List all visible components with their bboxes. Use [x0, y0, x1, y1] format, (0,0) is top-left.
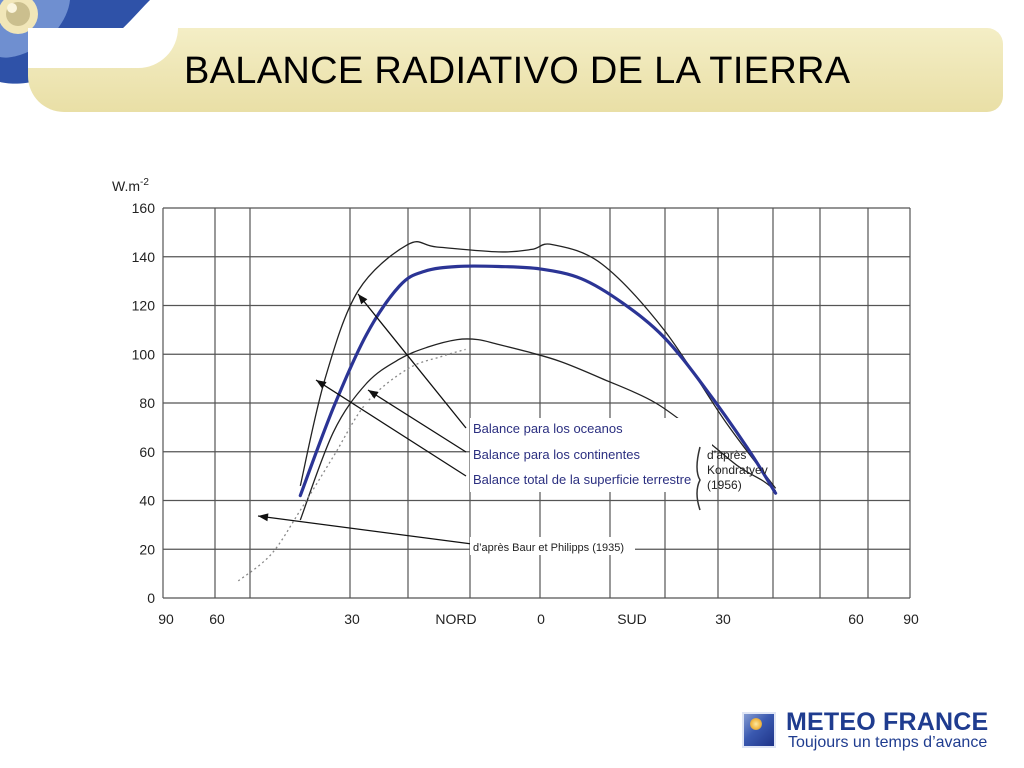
y-axis-unit-label: W.m-2 [112, 177, 149, 194]
legend-label: Balance para los oceanos [473, 421, 623, 436]
y-tick-label: 120 [132, 298, 156, 314]
annotation-text-line: (1956) [707, 478, 742, 492]
y-tick-label: 60 [139, 444, 155, 460]
legend-arrow-line [357, 293, 467, 429]
y-tick-label: 40 [139, 493, 155, 509]
brand-tagline: Toujours un temps d’avance [788, 734, 988, 751]
y-tick-label: 100 [132, 346, 156, 362]
title-banner [28, 28, 1003, 112]
y-tick-label: 20 [139, 541, 155, 557]
annotation-text-line: Kondratyev [707, 463, 768, 477]
x-tick-label: 90 [158, 611, 174, 627]
legend-arrows [257, 293, 473, 545]
legend-arrow-head [316, 380, 327, 389]
x-tick-label: 60 [209, 611, 225, 627]
annotation-text-line: d’après [707, 448, 746, 462]
legend-label: Balance total de la superficie terrestre [473, 472, 691, 487]
legend-arrow-line [257, 515, 473, 545]
chart-legend: Balance para los oceanos Balance para los… [470, 418, 712, 555]
slide-title: BALANCE RADIATIVO DE LA TIERRA [184, 50, 851, 92]
series-baur-philipps-line [237, 348, 466, 582]
series-total-line [298, 264, 778, 498]
chart-grid [162, 207, 911, 599]
y-tick-label: 160 [132, 200, 156, 216]
x-tick-label: 30 [715, 611, 731, 627]
legend-arrow-line [367, 389, 467, 453]
x-tick-label: 30 [344, 611, 360, 627]
x-tick-label: SUD [617, 611, 647, 627]
y-tick-label: 80 [139, 395, 155, 411]
legend-label: Balance para los continentes [473, 447, 640, 462]
x-tick-label: NORD [435, 611, 476, 627]
legend-arrow-head [258, 513, 269, 522]
x-tick-label: 90 [903, 611, 919, 627]
x-tick-label: 60 [848, 611, 864, 627]
annotation-brace [696, 446, 701, 511]
baur-label-background [470, 537, 635, 555]
legend-arrow-head [368, 390, 379, 399]
x-tick-labels: 90 60 30 NORD 0 SUD 30 60 90 [158, 611, 919, 627]
chart-series [237, 241, 778, 582]
meteo-france-brand: METEO FRANCE Toujours un temps d’avance [740, 708, 1010, 756]
legend-arrow-head [358, 294, 368, 305]
y-tick-labels: 160 140 120 100 80 60 40 20 0 [132, 200, 156, 606]
x-tick-label: 0 [537, 611, 545, 627]
legend-background [470, 418, 712, 492]
brand-name: METEO FRANCE [786, 708, 989, 736]
meteo-france-logo-icon [742, 712, 776, 748]
legend-arrow-line [315, 379, 467, 477]
y-unit-exponent: -2 [140, 177, 149, 188]
series-continents-line [299, 338, 777, 521]
baur-philipps-label: d’après Baur et Philipps (1935) [473, 542, 624, 554]
y-tick-label: 140 [132, 249, 156, 265]
y-tick-label: 0 [147, 590, 155, 606]
